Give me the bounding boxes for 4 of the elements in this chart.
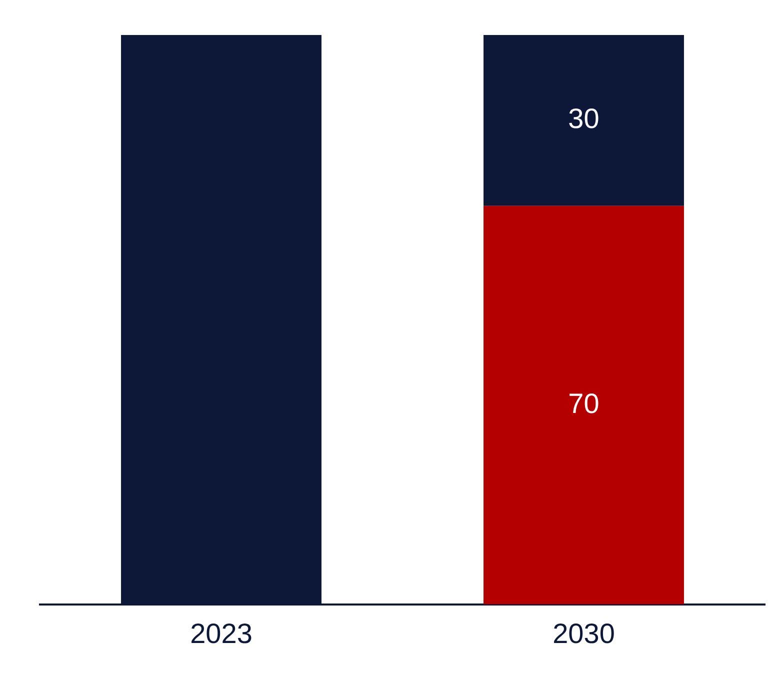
x-tick-label: 2023 xyxy=(190,618,252,649)
data-label: 30 xyxy=(568,103,600,134)
data-label: 70 xyxy=(568,388,600,419)
x-tick-label: 2030 xyxy=(552,618,615,649)
